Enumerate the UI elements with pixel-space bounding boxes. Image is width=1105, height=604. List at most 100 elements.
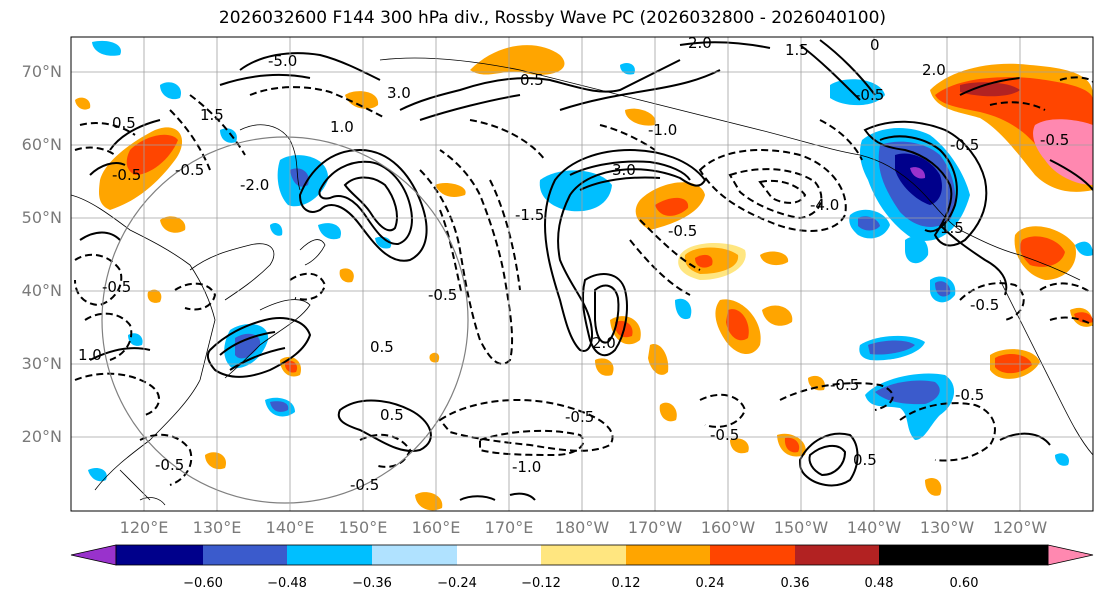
contour-line [206, 317, 312, 378]
chart-title: 2026032600 F144 300 hPa div., Rossby Wav… [218, 8, 887, 28]
contour-label: 1.5 [940, 219, 964, 237]
div-positive-patch [75, 97, 91, 110]
contour-label: -0.5 [955, 386, 984, 404]
lon-label: 160°E [411, 518, 461, 537]
contour-label: 1.5 [785, 41, 809, 59]
contour-line [728, 168, 823, 220]
colorbar-segment [372, 545, 457, 565]
div-positive-patch [1033, 119, 1093, 185]
contour-label: -4.0 [810, 196, 839, 214]
contour-line [459, 492, 536, 501]
div-positive-patch [415, 492, 443, 511]
contour-line [959, 77, 1093, 191]
contour-line [419, 149, 514, 365]
colorbar-segment [287, 545, 372, 565]
contour-label: -0.5 [102, 278, 131, 296]
lon-label: 120°W [992, 518, 1048, 537]
colorbar-segment [879, 545, 964, 565]
div-positive-patch [960, 82, 1020, 97]
div-negative-patch [220, 128, 237, 143]
gridlines [71, 37, 1093, 511]
contour-label: 0.5 [520, 71, 544, 89]
dashed-contours [74, 76, 1093, 486]
contour-line [581, 273, 628, 357]
contour-label: 0.5 [853, 451, 877, 469]
contour-line [899, 402, 996, 462]
contour-label: -0.5 [855, 86, 884, 104]
contour-line [79, 231, 151, 361]
lon-label: 180°W [554, 518, 610, 537]
lat-label: 40°N [21, 281, 62, 300]
div-negative-patch [905, 236, 929, 264]
contour-line [699, 393, 747, 428]
contour-label: -1.0 [648, 121, 677, 139]
colorbar-extend-low [70, 544, 117, 566]
div-positive-patch [470, 45, 565, 75]
contour-labels: -5.0 2.0 1.5 0 3.0 1.0 0.5 -0.5 1.5 3.0 … [78, 34, 1069, 494]
contours [71, 37, 1093, 511]
lon-label: 170°E [484, 518, 534, 537]
colorbar-tick-label: −0.48 [267, 576, 307, 591]
contour-line [399, 59, 681, 121]
divergence-shading [75, 40, 1093, 511]
colorbar-tick-label: −0.60 [183, 576, 223, 591]
div-positive-patch [784, 437, 800, 453]
div-negative-patch [895, 153, 942, 205]
contour-label: -0.5 [668, 222, 697, 240]
contour-label: 0 [870, 36, 880, 54]
div-negative-patch [290, 168, 309, 187]
div-positive-patch [648, 344, 669, 375]
contour-line [359, 433, 412, 468]
contour-label: 3.0 [612, 161, 636, 179]
colorbar-tick-label: 0.24 [695, 576, 725, 591]
colorbar-tick-label: 0.48 [864, 576, 894, 591]
coastline [379, 57, 861, 156]
colorbar-segment [457, 545, 541, 565]
div-positive-patch [1074, 312, 1093, 324]
colorbar-tick-label: −0.36 [352, 576, 392, 591]
contour-line [819, 119, 863, 161]
contour-label: -0.5 [428, 286, 457, 304]
div-positive-patch [808, 375, 825, 391]
contour-label: 0.5 [380, 406, 404, 424]
contour-line [779, 382, 894, 411]
div-positive-patch [695, 254, 713, 268]
lon-label: 150°E [338, 518, 388, 537]
contour-label: -1.0 [512, 458, 541, 476]
div-positive-patch [730, 438, 749, 454]
colorbar-segment [795, 545, 879, 565]
contour-line [999, 432, 1051, 446]
contour-line [479, 429, 585, 457]
contour-label: -5.0 [268, 52, 297, 70]
lon-label: 120°E [119, 518, 169, 537]
div-positive-patch [625, 108, 656, 126]
contour-label: 2.0 [592, 334, 616, 352]
contour-line [758, 179, 807, 204]
contour-line [594, 284, 620, 344]
div-negative-patch [88, 468, 107, 482]
contour-label: -0.5 [970, 296, 999, 314]
contour-line [249, 86, 386, 119]
div-positive-patch [147, 289, 162, 303]
contour-label: -0.5 [565, 408, 594, 426]
contour-label: 2.0 [688, 34, 712, 52]
colorbar-extend-high [1047, 544, 1094, 566]
div-negative-patch [160, 82, 181, 100]
div-negative-patch [270, 223, 283, 236]
div-positive-patch [659, 402, 677, 422]
contour-label: -0.5 [950, 136, 979, 154]
colorbar-tick-label: 0.60 [949, 576, 979, 591]
div-positive-patch [925, 477, 942, 496]
colorbar-tick-label: 0.12 [611, 576, 641, 591]
div-negative-patch [375, 236, 392, 249]
contour-line [989, 76, 1093, 111]
contour-line [438, 399, 614, 452]
contour-label: -0.5 [830, 376, 859, 394]
coastline [71, 194, 216, 491]
contour-line [959, 282, 1025, 321]
div-negative-patch [675, 298, 692, 320]
lon-label: 150°W [773, 518, 829, 537]
contour-line [84, 312, 133, 361]
contour-line [74, 122, 136, 156]
div-negative-patch [910, 167, 926, 179]
